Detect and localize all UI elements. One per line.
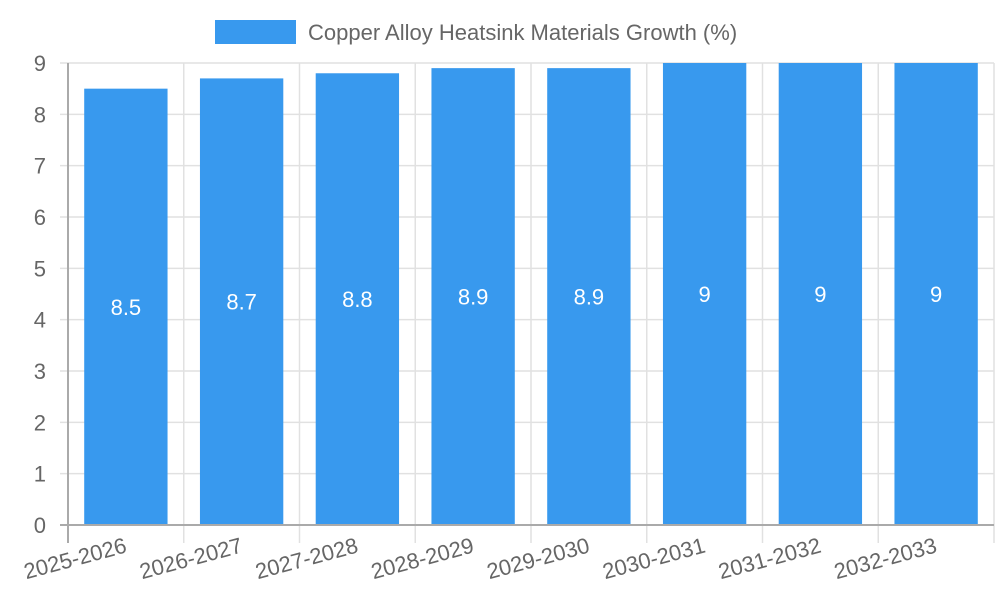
- bar[interactable]: [778, 63, 863, 525]
- y-tick-label: 7: [34, 154, 46, 179]
- x-tick-label: 2029-2030: [484, 533, 592, 584]
- y-tick-label: 4: [34, 308, 46, 333]
- x-tick-label: 2026-2027: [137, 533, 245, 584]
- bar-value-label: 9: [814, 282, 826, 307]
- x-tick-label: 2025-2026: [21, 533, 129, 584]
- x-tick-label: 2027-2028: [253, 533, 361, 584]
- y-tick-label: 8: [34, 102, 46, 127]
- bar[interactable]: [84, 88, 168, 526]
- bars: 8.5 8.7 8.8 8.9 8.9 9 9 9: [84, 63, 978, 526]
- bar-value-label: 9: [699, 282, 711, 307]
- x-tick-label: 2031-2032: [716, 533, 824, 584]
- bar-value-label: 9: [930, 282, 942, 307]
- y-axis: 0 1 2 3 4 5 6 7 8 9: [34, 51, 46, 538]
- bar[interactable]: [199, 78, 284, 526]
- y-tick-label: 1: [34, 462, 46, 487]
- bar[interactable]: [662, 63, 747, 525]
- x-tick-label: 2028-2029: [368, 533, 476, 584]
- bar[interactable]: [547, 68, 631, 525]
- y-tick-label: 3: [34, 359, 46, 384]
- bar-value-label: 8.8: [342, 287, 373, 312]
- x-tick-label: 2030-2031: [600, 533, 708, 584]
- bar-value-label: 8.5: [111, 295, 142, 320]
- y-tick-label: 6: [34, 205, 46, 230]
- bar-value-label: 8.9: [458, 285, 489, 310]
- bar[interactable]: [431, 68, 515, 525]
- y-tick-label: 5: [34, 256, 46, 281]
- legend: Copper Alloy Heatsink Materials Growth (…: [215, 20, 737, 45]
- y-tick-label: 0: [34, 513, 46, 538]
- legend-swatch: [215, 20, 296, 44]
- legend-label: Copper Alloy Heatsink Materials Growth (…: [308, 20, 737, 45]
- bar[interactable]: [894, 63, 978, 525]
- x-tick-label: 2032-2033: [831, 533, 939, 584]
- bar[interactable]: [315, 73, 400, 526]
- bar-value-label: 8.7: [226, 290, 257, 315]
- bar-value-label: 8.9: [574, 285, 605, 310]
- y-tick-label: 2: [34, 410, 46, 435]
- y-tick-label: 9: [34, 51, 46, 76]
